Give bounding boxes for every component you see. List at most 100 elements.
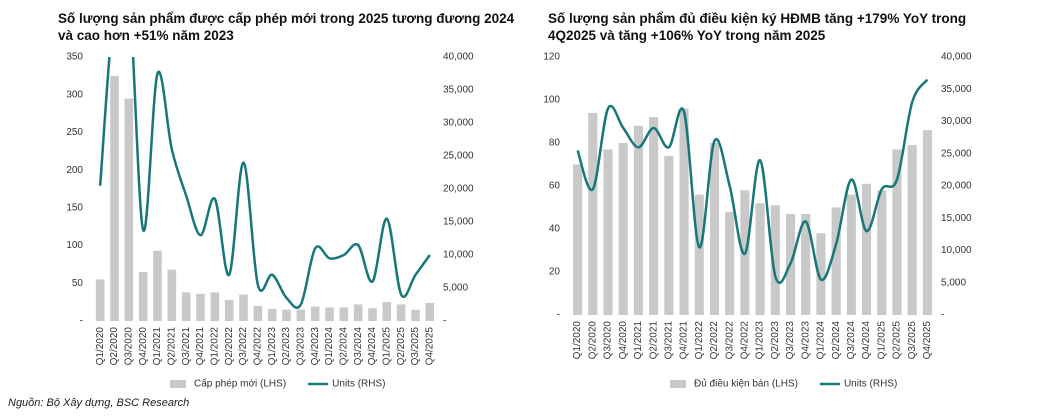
yticks-label: 150 [66,202,83,213]
x-tick-label: Q1/2025 [381,327,392,366]
bar [862,183,872,315]
x-tick-label: Q1/2023 [267,327,278,366]
yticks-label: 120 [543,52,560,63]
bar [770,205,780,315]
yticks-label: 250 [66,127,83,138]
bar [411,309,420,321]
y2ticks-label: 40,000 [941,52,972,63]
y2ticks-label: 25,000 [941,148,972,159]
bar [725,211,735,315]
y2ticks-label: 10,000 [443,250,474,261]
x-tick-label: Q4/2020 [618,321,629,360]
yticks-label: - [80,316,83,327]
bar [224,299,234,321]
source-note: Nguồn: Bộ Xây dựng, BSC Research [8,397,190,409]
bar [801,213,811,315]
x-tick-label: Q3/2025 [907,321,918,360]
x-tick-label: Q2/2023 [281,327,292,366]
y2ticks-label: 25,000 [443,151,474,162]
bar [181,292,191,321]
bar [382,302,392,321]
chart: - 50 100 150 200 250 300 350 - 5,000 10,000 15,000 2… [66,52,474,390]
bar [425,302,435,321]
bar [282,309,291,321]
legend-label: Đủ điều kiện bán (LHS) [694,378,798,390]
yticks-label: - [557,310,560,321]
bar [267,308,277,321]
x-tick-label: Q1/2021 [633,321,644,360]
bar [907,145,917,315]
bar [846,194,856,315]
y2ticks-label: 5,000 [941,277,966,288]
bar [679,108,689,315]
bar [892,149,902,315]
x-tick-label: Q1/2021 [152,327,163,366]
legend-label: Cấp phép mới (LHS) [194,378,286,390]
bar [368,308,377,321]
yticks-label: 200 [66,165,83,176]
x-tick-label: Q1/2023 [755,321,766,360]
legend-swatch [170,380,186,388]
yticks-label: 100 [66,240,83,251]
line [98,57,431,309]
bar [353,304,363,321]
x-tick-label: Q4/2020 [138,327,149,366]
x-tick-label: Q4/2023 [310,327,321,366]
line [576,78,929,285]
x-tick-label: Q3/2024 [846,321,857,360]
x-tick-label: Q1/2024 [324,327,335,366]
bar [664,155,674,315]
x-tick-label: Q3/2020 [123,327,134,366]
x-tick-label: Q3/2024 [353,327,364,366]
y2ticks-label: 35,000 [443,85,474,96]
x-tick-label: Q3/2020 [603,321,614,360]
x-tick-label: Q2/2021 [648,321,659,360]
yticks-label: 300 [66,89,83,100]
bar [755,203,765,315]
yticks-label: 50 [72,278,84,289]
x-tick-label: Q2/2020 [109,327,120,366]
bar [110,75,119,321]
y2ticks-label: 15,000 [941,213,972,224]
bar [618,143,628,315]
x-tick-label: Q2/2024 [831,321,842,360]
chart-title: Số lượng sản phẩm được cấp phép mới tron… [58,11,515,43]
x-tick-label: Q3/2021 [181,327,192,366]
x-tick-label: Q2/2024 [338,327,349,366]
bar [573,164,583,315]
x-tick-label: Q4/2024 [861,321,872,360]
y2ticks-label: 20,000 [443,184,474,195]
x-tick-label: Q4/2022 [740,321,751,360]
bar [831,207,841,315]
x-tick-label: Q1/2022 [209,327,220,366]
bar [310,306,320,321]
x-tick-label: Q4/2022 [252,327,263,366]
x-tick-label: Q2/2025 [396,327,407,366]
y2ticks-label: - [443,316,446,327]
bar [239,294,248,321]
x-tick-label: Q3/2023 [785,321,796,360]
x-tick-label: Q2/2022 [224,327,235,366]
bar [138,271,148,321]
x-tick-label: Q4/2025 [922,321,933,360]
bar [253,305,263,321]
x-tick-label: Q3/2022 [724,321,735,360]
yticks-label: 350 [66,52,83,63]
x-tick-label: Q2/2022 [709,321,720,360]
y2ticks-label: 5,000 [443,283,468,294]
legend-label: Units (RHS) [332,379,385,390]
legend-label: Units (RHS) [844,379,897,390]
bar [709,143,720,315]
bar [124,98,134,321]
bar [196,293,205,321]
legend-swatch [670,380,686,388]
bar [694,194,704,315]
bar [339,307,349,321]
bar [649,117,659,315]
bar [95,279,105,321]
x-tick-label: Q1/2020 [572,321,583,360]
bar [325,307,334,321]
bar [603,149,613,315]
bar [633,125,643,315]
